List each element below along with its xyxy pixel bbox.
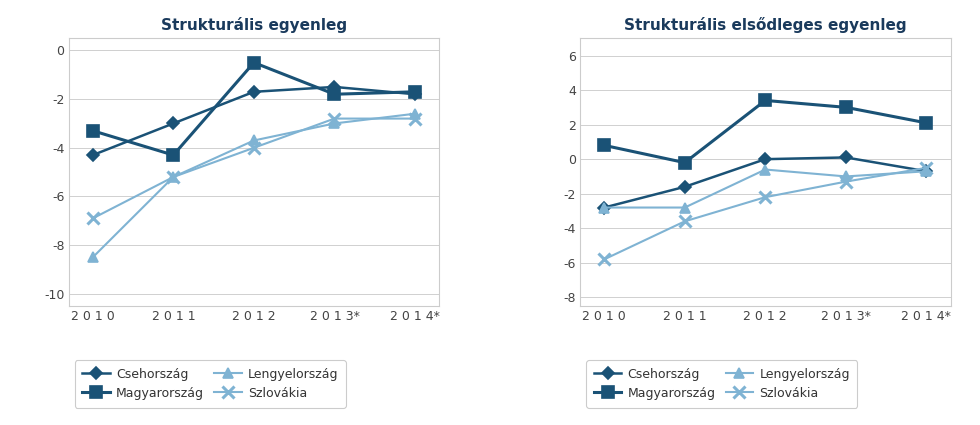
Title: Strukturális egyenleg: Strukturális egyenleg bbox=[161, 17, 347, 33]
Legend: Csehország, Magyarország, Lengyelország, Szlovákia: Csehország, Magyarország, Lengyelország,… bbox=[586, 360, 858, 408]
Title: Strukturális elsődleges egyenleg: Strukturális elsődleges egyenleg bbox=[624, 17, 906, 33]
Legend: Csehország, Magyarország, Lengyelország, Szlovákia: Csehország, Magyarország, Lengyelország,… bbox=[74, 360, 346, 408]
